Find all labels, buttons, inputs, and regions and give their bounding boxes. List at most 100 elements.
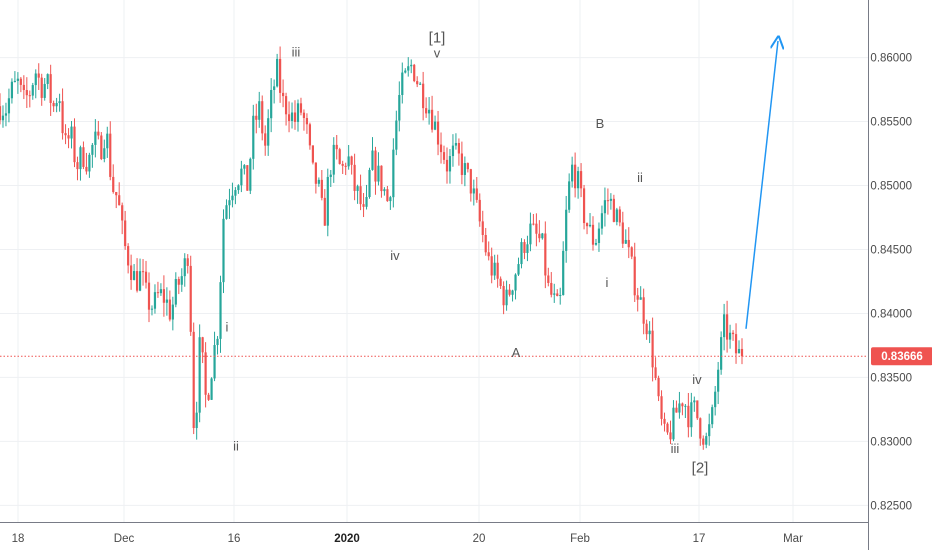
- candle-body: [597, 228, 601, 243]
- candle-body: [246, 165, 249, 191]
- candle-body: [398, 94, 401, 121]
- candle-body: [58, 101, 61, 104]
- candle-body: [299, 103, 303, 113]
- axes: 0.86000 0.85500 0.85000 0.84500 0.84000 0.835…: [0, 0, 912, 550]
- candle-body: [731, 332, 735, 335]
- candle-body: [615, 209, 618, 222]
- candle-body: [13, 80, 16, 82]
- candle-body: [231, 195, 234, 201]
- candle-body: [171, 304, 174, 320]
- candle-body: [651, 330, 654, 368]
- candle-body: [70, 126, 73, 139]
- candle-body: [210, 378, 213, 400]
- x-tick-label: 17: [693, 533, 706, 545]
- candle-body: [252, 115, 255, 159]
- candle-body: [201, 337, 204, 353]
- candle-body: [284, 96, 288, 115]
- grid: [0, 0, 868, 522]
- candle-body: [499, 278, 502, 287]
- candle-body: [585, 223, 589, 227]
- candle-body: [454, 142, 458, 146]
- candle-body: [442, 152, 446, 160]
- candle-body: [273, 86, 276, 90]
- candle-body: [377, 165, 380, 182]
- candle-body: [40, 77, 43, 98]
- candle-body: [493, 262, 496, 276]
- candle-body: [124, 220, 127, 247]
- candle-body: [10, 81, 14, 99]
- candle-body: [594, 242, 598, 245]
- candle-body: [374, 150, 377, 182]
- candle-body: [261, 101, 264, 134]
- x-tick-label: Mar: [783, 533, 803, 545]
- candle-body: [19, 78, 22, 85]
- candle-body: [359, 186, 362, 205]
- candle-body: [460, 153, 463, 175]
- candle-body: [73, 126, 76, 163]
- candle-body: [582, 188, 586, 224]
- candle-body: [287, 114, 291, 121]
- candle-body: [448, 156, 452, 172]
- candle-body: [511, 290, 514, 295]
- candle-body: [192, 331, 195, 429]
- candle-body: [198, 337, 201, 413]
- projection-arrow: [745, 41, 778, 329]
- candle-body: [195, 412, 198, 429]
- candle-body: [97, 131, 100, 136]
- candle-body: [430, 109, 434, 130]
- candle-body: [353, 164, 356, 191]
- wave-label: iii: [671, 441, 680, 456]
- candle-body: [425, 108, 428, 114]
- candle-body: [728, 332, 732, 340]
- candle-body: [112, 176, 115, 192]
- candle-body: [350, 156, 353, 165]
- candle-body: [183, 258, 186, 277]
- candle-body: [553, 293, 556, 295]
- candle-body: [505, 289, 508, 306]
- candle-body: [249, 158, 252, 191]
- candle-body: [290, 112, 294, 121]
- candle-body: [514, 274, 517, 291]
- candle-body: [642, 297, 645, 324]
- y-tick-label: 0.86000: [870, 53, 912, 65]
- candle-body: [240, 168, 243, 186]
- candle-body: [451, 145, 455, 157]
- candle-body: [618, 209, 621, 223]
- candle-body: [332, 144, 335, 175]
- candle-body: [25, 90, 28, 96]
- candle-body: [147, 282, 151, 310]
- candle-body: [413, 64, 416, 82]
- candle-body: [475, 188, 478, 200]
- candle-body: [520, 242, 523, 265]
- candle-body: [121, 205, 124, 221]
- wave-label: i: [606, 275, 609, 290]
- candle-body: [696, 400, 699, 419]
- candle-body: [109, 133, 112, 177]
- candle-body: [663, 418, 666, 424]
- candle-body: [723, 314, 726, 338]
- candle-body: [335, 144, 338, 150]
- candle-body: [395, 120, 398, 150]
- candle-body: [264, 133, 267, 146]
- candle-body: [138, 271, 142, 291]
- candle-body: [657, 377, 660, 397]
- candle-body: [130, 265, 133, 280]
- candle-body: [371, 150, 374, 170]
- candle-body: [579, 171, 583, 189]
- candle-body: [115, 191, 118, 196]
- candle-body: [216, 338, 219, 346]
- candle-body: [720, 337, 723, 370]
- wave-label: ii: [233, 439, 239, 454]
- candle-body: [46, 74, 49, 84]
- candle-body: [362, 204, 365, 207]
- candle-body: [186, 258, 189, 266]
- candle-body: [7, 98, 11, 114]
- candle-body: [276, 58, 279, 87]
- candle-body: [347, 156, 350, 167]
- candle-body: [207, 394, 210, 400]
- candle-body: [627, 239, 630, 248]
- candle-body: [669, 432, 672, 440]
- candle-body: [79, 147, 82, 170]
- candle-body: [407, 66, 410, 71]
